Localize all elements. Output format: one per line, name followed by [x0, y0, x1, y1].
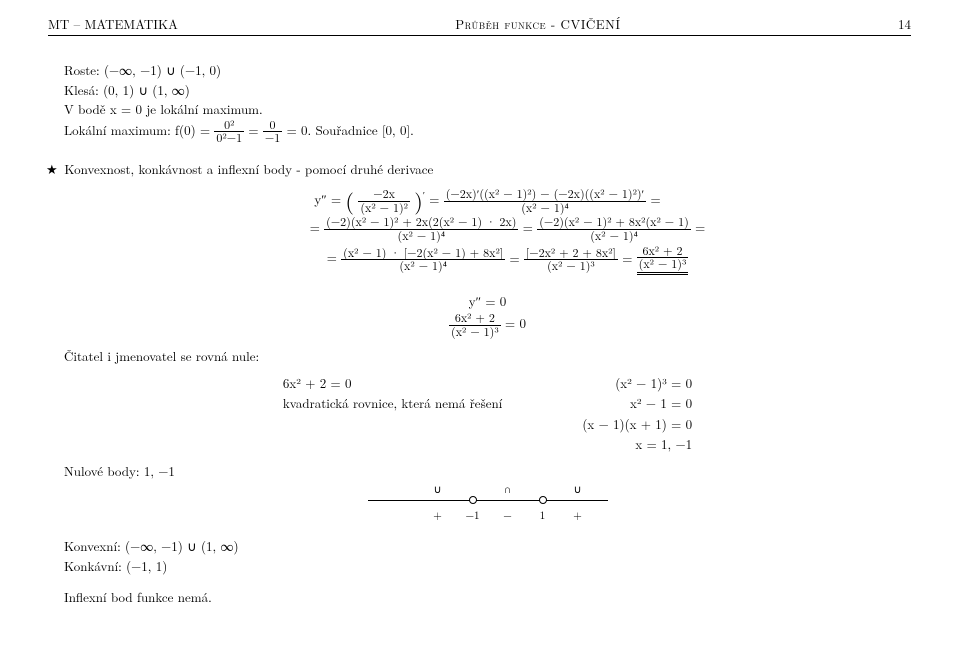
eq-prefix: = [327, 247, 341, 266]
numberline-tick-label: 1 [540, 508, 546, 525]
klesa-line: Klesá: (0, 1) ∪ (1, ∞) [64, 80, 911, 100]
citatel-heading: Čitatel i jmenovatel se rovná nule: [64, 346, 911, 366]
frac-den: (x² − 1)⁴ [324, 230, 518, 243]
numberline-top-symbol: ∪ [573, 482, 581, 499]
eq-sign: = [622, 247, 636, 266]
header-left: MT – MATEMATIKA [48, 14, 178, 33]
konvexni-line: Konvexní: (−∞, −1) ∪ (1, ∞) [64, 536, 911, 556]
star-bullet: ★ [46, 159, 60, 179]
paren-left: ( [345, 185, 354, 216]
right-eq1: (x² − 1)³ = 0 [582, 373, 692, 393]
lokmax-prefix: Lokální maximum: f(0) = [64, 119, 214, 138]
eq-prefix: = [310, 217, 324, 236]
left-eq2: kvadratická rovnice, která nemá řešení [283, 393, 502, 413]
inflex-line: Inflexní bod funkce nemá. [64, 587, 911, 607]
eq-sign: = [429, 189, 443, 208]
lokmax-frac1: 0² 0²−1 [214, 119, 244, 145]
frac-den: (x² − 1)⁴ [341, 260, 505, 273]
page-header: MT – MATEMATIKA Průběh funkce - CVIČENÍ … [48, 14, 911, 36]
roste-line: Roste: (−∞, −1) ∪ (−1, 0) [64, 60, 911, 80]
frac-l3a: (x² − 1) · [−2(x² − 1) + 8x²] (x² − 1)⁴ [341, 247, 505, 273]
inner-frac: −2x (x² − 1)² [358, 188, 410, 214]
lokmax-calc: Lokální maximum: f(0) = 0² 0²−1 = 0 −1 =… [64, 119, 911, 145]
numberline-bot-symbol: + [573, 508, 582, 525]
left-eq1: 6x² + 2 = 0 [283, 373, 502, 393]
frac-den: (x² − 1)³ [449, 326, 501, 339]
left-column: 6x² + 2 = 0 kvadratická rovnice, která n… [283, 372, 502, 455]
eq-trail: = [695, 217, 705, 236]
frac-l2a: (−2)(x² − 1)² + 2x(2(x² − 1) · 2x) (x² −… [324, 216, 518, 242]
eq-sign: = [509, 247, 523, 266]
frac-den: 0²−1 [214, 132, 244, 145]
frac-den: (x² − 1)³ [524, 260, 618, 273]
deriv-line1: y″ = ( −2x (x² − 1)² )′ = (−2x)′((x² − 1… [64, 188, 911, 214]
sign-numberline: ∪ ∩ ∪ −1 1 + − + [348, 484, 628, 528]
frac-den: (x² − 1)⁴ [537, 230, 691, 243]
lokmax-suffix: = 0. Souřadnice [0, 0]. [287, 119, 414, 138]
numberline-tick-label: −1 [465, 508, 479, 525]
zero-frac: 6x² + 2 (x² − 1)³ [449, 312, 501, 338]
numberline-top-symbol: ∪ [433, 482, 441, 499]
monotony-block: Roste: (−∞, −1) ∪ (−1, 0) Klesá: (0, 1) … [64, 60, 911, 145]
lokmax-frac2: 0 −1 [263, 119, 282, 145]
numberline-tick-circle [469, 496, 477, 504]
numberline-axis [368, 500, 608, 501]
quotient-frac: (−2x)′((x² − 1)²) − (−2x)((x² − 1)²)′ (x… [444, 188, 647, 214]
zero-eq-line1: y″ = 0 [64, 291, 911, 311]
right-eq4: x = 1, −1 [582, 434, 692, 454]
numberline-tick-circle [539, 496, 547, 504]
lokmax-text: V bodě x = 0 je lokální maximum. [64, 99, 911, 119]
zero-eq-line2: 6x² + 2 (x² − 1)³ = 0 [64, 312, 911, 338]
frac-den: (x² − 1)³ [637, 258, 689, 271]
frac-l3b: [−2x² + 2 + 8x²] (x² − 1)³ [524, 247, 618, 273]
header-center: Průběh funkce - CVIČENÍ [455, 14, 620, 33]
deriv-line2: = (−2)(x² − 1)² + 2x(2(x² − 1) · 2x) (x²… [64, 216, 911, 242]
eq-sign: = [248, 119, 262, 138]
paren-right: ) [414, 185, 423, 216]
deriv-line3: = (x² − 1) · [−2(x² − 1) + 8x²] (x² − 1)… [64, 245, 911, 275]
frac-result: 6x² + 2 (x² − 1)³ [637, 245, 689, 275]
eq-zero-suffix: = 0 [505, 313, 526, 332]
y-double-prime: y″ = [314, 189, 345, 208]
frac-l2b: (−2)(x² − 1)² + 8x²(x² − 1) (x² − 1)⁴ [537, 216, 691, 242]
header-right: 14 [898, 14, 911, 33]
eq-sign: = [523, 217, 537, 236]
convexity-heading: Konvexnost, konkávnost a inflexní body -… [64, 159, 433, 178]
right-eq2: x² − 1 = 0 [582, 393, 692, 413]
convexity-block: ★ Konvexnost, konkávnost a inflexní body… [64, 159, 911, 607]
nulove-body: Nulové body: 1, −1 [64, 461, 911, 481]
numberline-top-symbol: ∩ [504, 482, 512, 499]
right-column: (x² − 1)³ = 0 x² − 1 = 0 (x − 1)(x + 1) … [582, 372, 692, 455]
eq-trail: = [651, 189, 661, 208]
konkavni-line: Konkávní: (−1, 1) [64, 556, 911, 576]
prime-sup: ′ [423, 188, 425, 202]
numberline-bot-symbol: − [503, 508, 512, 525]
numberline-bot-symbol: + [433, 508, 442, 525]
frac-den: −1 [263, 132, 282, 145]
right-eq3: (x − 1)(x + 1) = 0 [582, 414, 692, 434]
